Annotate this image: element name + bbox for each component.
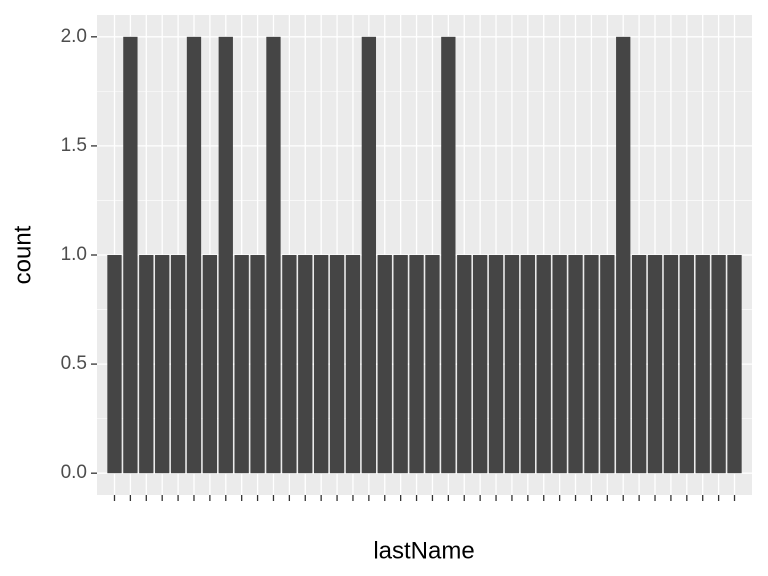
bar bbox=[631, 255, 647, 474]
bar bbox=[298, 255, 313, 474]
y-tick-label: 0.0 bbox=[61, 462, 87, 483]
bar bbox=[600, 255, 615, 474]
bar bbox=[139, 255, 154, 474]
x-axis-title: lastName bbox=[373, 537, 474, 564]
bar bbox=[170, 255, 186, 474]
bar bbox=[234, 255, 249, 474]
bar bbox=[123, 36, 138, 474]
bar bbox=[616, 36, 631, 474]
bar bbox=[441, 36, 456, 474]
bar bbox=[472, 255, 488, 474]
bar bbox=[266, 36, 281, 474]
bar bbox=[218, 36, 233, 474]
bar bbox=[536, 255, 551, 474]
bar bbox=[329, 255, 345, 474]
y-tick-label: 1.0 bbox=[61, 244, 87, 265]
bar bbox=[679, 255, 694, 474]
bar bbox=[647, 255, 663, 474]
bar bbox=[568, 255, 583, 474]
bar bbox=[457, 255, 472, 474]
bar bbox=[504, 255, 520, 474]
bar bbox=[393, 255, 408, 474]
bar bbox=[409, 255, 424, 474]
y-tick-label: 1.5 bbox=[61, 135, 87, 156]
y-tick-label: 2.0 bbox=[61, 26, 87, 47]
bar bbox=[488, 255, 504, 474]
bar bbox=[520, 255, 535, 474]
bar bbox=[695, 255, 710, 474]
bar bbox=[377, 255, 392, 474]
bar bbox=[711, 255, 726, 474]
bar bbox=[552, 255, 567, 474]
bar bbox=[186, 36, 202, 474]
bar bbox=[663, 255, 679, 474]
bar bbox=[282, 255, 297, 474]
bar bbox=[155, 255, 170, 474]
bar bbox=[361, 36, 377, 474]
bar bbox=[250, 255, 265, 474]
bar bbox=[727, 255, 742, 474]
y-tick-label: 0.5 bbox=[61, 353, 87, 374]
y-axis-title: count bbox=[9, 225, 36, 284]
bar bbox=[345, 255, 361, 474]
bar bbox=[107, 255, 122, 474]
bar bbox=[584, 255, 599, 474]
bar bbox=[202, 255, 218, 474]
bar bbox=[425, 255, 440, 474]
bar bbox=[314, 255, 329, 474]
